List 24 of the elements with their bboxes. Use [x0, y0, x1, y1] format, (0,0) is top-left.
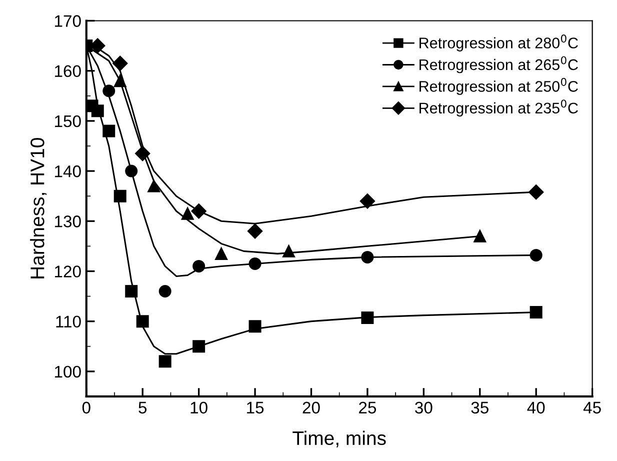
x-tick-label: 30 — [415, 402, 432, 414]
x-tick-label: 0 — [82, 402, 90, 414]
y-tick-label: 120 — [54, 266, 81, 278]
x-tick-label: 20 — [302, 402, 320, 414]
x-tick-label: 15 — [247, 402, 264, 414]
x-tick-label: 5 — [138, 402, 147, 414]
y-tick-label: 160 — [54, 65, 81, 78]
y-tick-label: 150 — [54, 115, 81, 128]
x-tick-label: 45 — [583, 402, 601, 414]
y-tick-label: 110 — [56, 316, 81, 328]
legend-label: Retrogression at 265$^{0}$C — [420, 56, 578, 74]
x-tick-label: 40 — [527, 402, 545, 414]
y-tick-label: 130 — [54, 216, 81, 228]
x-tick-label: 25 — [359, 402, 376, 414]
y-tick-label: 100 — [54, 366, 81, 378]
x-tick-label: 10 — [190, 402, 208, 414]
y-tick-label: 140 — [54, 165, 81, 178]
y-tick-label: 170 — [54, 15, 81, 27]
legend-label: Retrogression at 235$^{0}$C — [420, 100, 578, 117]
x-tick-label: 35 — [471, 402, 488, 414]
legend-label: Retrogression at 250$^{0}$C — [420, 78, 578, 95]
y-axis-title: Hardness, HV10 — [30, 138, 47, 278]
x-axis-title: Time, mins — [292, 430, 386, 448]
legend-label: Retrogression at 280$^{0}$C — [420, 34, 578, 52]
